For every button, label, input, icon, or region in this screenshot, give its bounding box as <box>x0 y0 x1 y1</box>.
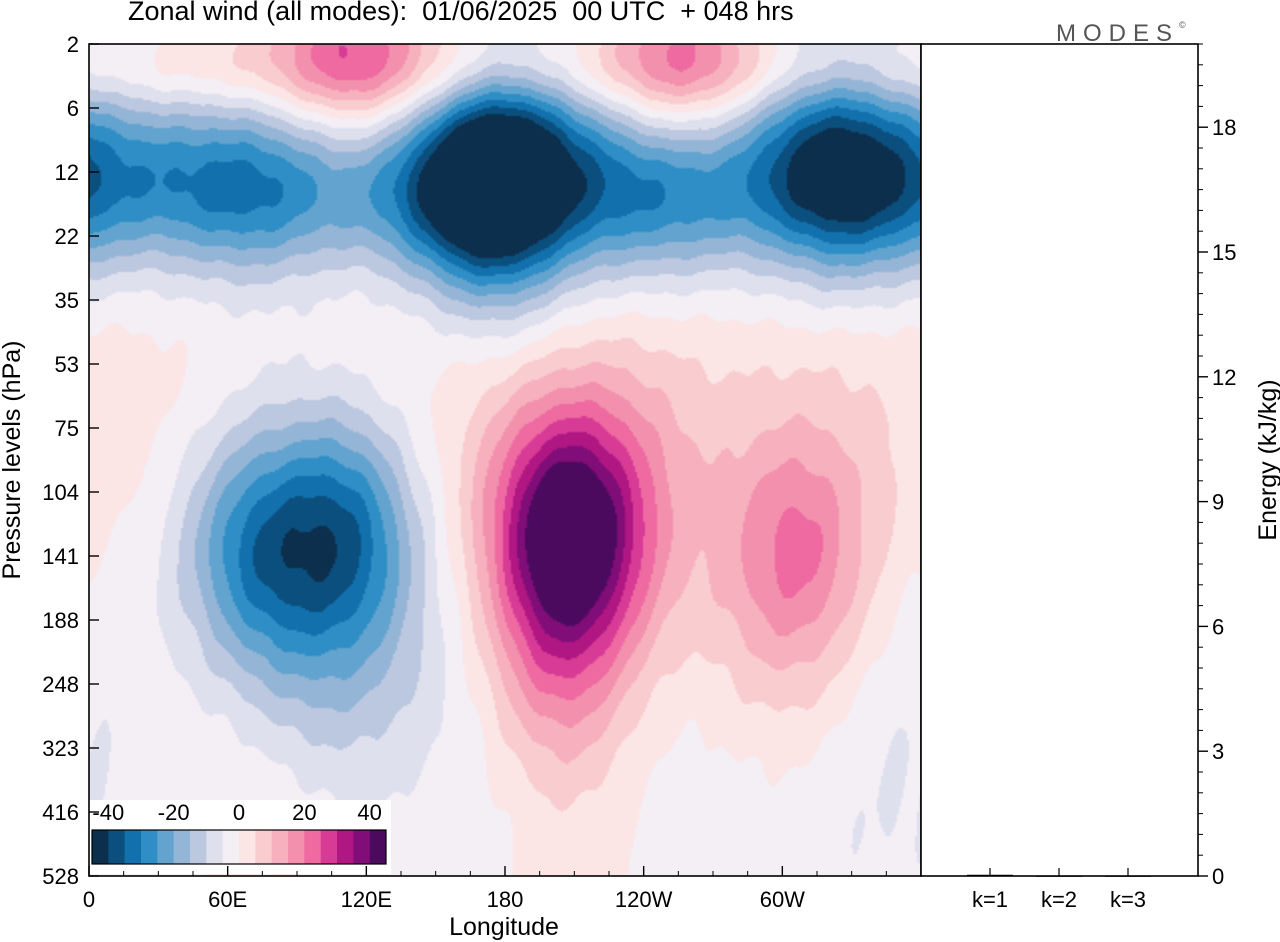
colorbar-swatch <box>320 830 338 864</box>
colorbar-swatch <box>124 830 142 864</box>
colorbar-swatch <box>304 830 321 864</box>
energy-y-tick-label: 15 <box>1212 240 1236 265</box>
energy-y-tick-label: 9 <box>1212 490 1224 515</box>
chart-title: Zonal wind (all modes): 01/06/2025 00 UT… <box>128 0 794 26</box>
colorbar-swatch <box>369 830 387 864</box>
colorbar-swatch <box>271 830 289 864</box>
energy-y-tick-label: 6 <box>1212 614 1224 639</box>
y-tick-label: 12 <box>55 160 79 185</box>
colorbar-swatch <box>353 830 370 864</box>
x-tick-label: 120E <box>341 887 392 912</box>
y-tick-label: 2 <box>67 32 79 57</box>
colorbar-swatch <box>92 830 109 864</box>
x-axis-label: Longitude <box>449 913 559 941</box>
colorbar-tick-label: -20 <box>158 800 190 825</box>
energy-y-tick-label: 3 <box>1212 739 1224 764</box>
y-tick-label: 416 <box>42 800 79 825</box>
energy-frame <box>920 43 1199 877</box>
y-tick-label: 35 <box>55 288 79 313</box>
colorbar-swatch <box>108 830 125 864</box>
x-tick-label: 0 <box>83 887 95 912</box>
brand-name: MODES <box>1056 20 1180 47</box>
colorbar-swatch <box>337 830 354 864</box>
colorbar-swatch <box>288 830 305 864</box>
energy-category-label: k=2 <box>1041 887 1077 912</box>
colorbar-swatch <box>239 830 256 864</box>
colorbar-frame <box>91 829 387 865</box>
colorbar-swatch <box>157 830 174 864</box>
energy-y-tick-label: 0 <box>1212 864 1224 889</box>
colorbar-swatch <box>222 830 240 864</box>
heatmap-field <box>89 44 921 876</box>
colorbar-swatch <box>173 830 191 864</box>
colorbar-tick-label: 0 <box>233 800 245 825</box>
energy-category-label: k=1 <box>972 887 1008 912</box>
energy-y-tick-label: 12 <box>1212 365 1236 390</box>
y-axis-label: Pressure levels (hPa) <box>0 341 26 580</box>
y-tick-label: 248 <box>42 672 79 697</box>
x-tick-label: 60E <box>208 887 247 912</box>
x-tick-label: 180 <box>487 887 524 912</box>
brand-mark: © <box>1179 20 1186 30</box>
y-tick-label: 188 <box>42 608 79 633</box>
y-tick-label: 6 <box>67 96 79 121</box>
energy-bar <box>1105 875 1151 877</box>
x-tick-label: 60W <box>760 887 805 912</box>
heatmap-plot <box>89 44 921 876</box>
y-tick-label: 323 <box>42 736 79 761</box>
x-tick-label: 120W <box>615 887 673 912</box>
y-tick-label: 22 <box>55 224 79 249</box>
energy-category-label: k=3 <box>1110 887 1146 912</box>
y-tick-label: 528 <box>42 864 79 889</box>
energy-bar <box>1036 875 1082 877</box>
colorbar-swatch <box>190 830 207 864</box>
y-tick-label: 75 <box>55 416 79 441</box>
energy-axis-label: Energy (kJ/kg) <box>1254 379 1280 540</box>
y-tick-label: 53 <box>55 352 79 377</box>
y-tick-label: 141 <box>42 544 79 569</box>
y-tick-label: 104 <box>42 480 79 505</box>
colorbar-legend: -40 -20 0 20 40 <box>87 800 391 874</box>
colorbar-tick-label: 40 <box>357 800 381 825</box>
colorbar-swatch <box>141 830 158 864</box>
colorbar-swatch <box>255 830 272 864</box>
colorbar-tick-label: 20 <box>292 800 316 825</box>
colorbar-swatch <box>206 830 223 864</box>
energy-bar-chart: k=1 k=2 k=3 0 3 6 9 12 15 18 Energy (kJ/kg) <box>920 43 1280 912</box>
energy-y-tick-label: 18 <box>1212 115 1236 140</box>
brand-logo: MODES© <box>1056 20 1186 48</box>
